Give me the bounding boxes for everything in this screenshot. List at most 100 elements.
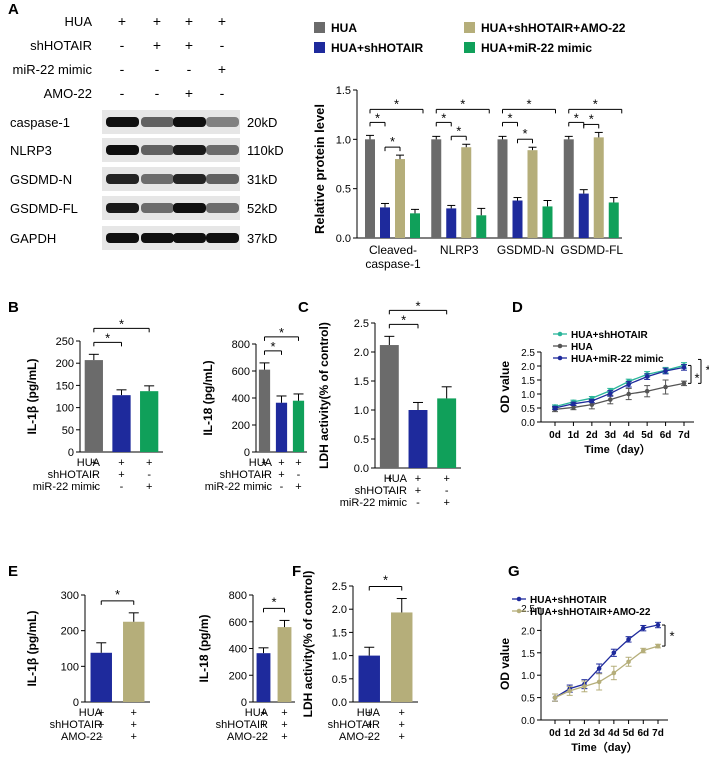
chart-A-bar xyxy=(431,139,442,238)
chart-B1-bar xyxy=(140,391,159,452)
blot-sign: - xyxy=(155,61,160,77)
chart-E1-condition-sign: + xyxy=(131,719,137,731)
chart-G-xtick-label: 4d xyxy=(608,728,620,739)
chart-G-xtick-label: 6d xyxy=(637,728,649,739)
chart-A-sig-star: * xyxy=(375,110,380,125)
chart-F: 0.0 0.5 1.0 1.5 2.0 2.5 LDH activity(% of cont… xyxy=(301,571,418,743)
chart-B2-condition-sign: + xyxy=(295,481,301,493)
chart-F-condition-sign: + xyxy=(399,731,405,743)
chart-G-ytick-label: 0.5 xyxy=(521,694,535,705)
chart-G-ytick-label: 1.0 xyxy=(521,671,535,682)
chart-B2-condition-sign: + xyxy=(295,457,301,469)
chart-C-condition-sign: - xyxy=(445,485,449,497)
chart-D-point xyxy=(644,374,650,379)
chart-D-sig-star: * xyxy=(705,362,709,377)
chart-E2-bar xyxy=(277,627,292,702)
blot-band xyxy=(206,233,239,243)
chart-G-ytick-label: 0.0 xyxy=(521,716,535,727)
chart-E2-condition-label: shHOTAIR xyxy=(216,719,268,731)
chart-A-sig-star: * xyxy=(390,134,395,149)
chart-B2-condition-sign: - xyxy=(297,469,301,481)
chart-E1-ytick-label: 300 xyxy=(61,590,79,602)
chart-F-ytick-label: 0.0 xyxy=(332,697,347,709)
chart-D-point xyxy=(607,391,613,396)
blot-sign: + xyxy=(218,13,226,29)
chart-C-bar xyxy=(437,398,457,468)
chart-B1-bar xyxy=(112,395,131,452)
blot-band xyxy=(206,174,239,184)
chart-G-legend-marker xyxy=(516,608,522,614)
chart-A-bar xyxy=(563,139,574,238)
chart-A-legend-swatch xyxy=(314,22,325,33)
blot-sign: - xyxy=(155,85,160,101)
blot-band-label: GSDMD-FL xyxy=(10,201,78,216)
chart-D-point xyxy=(571,405,576,410)
chart-D-legend-marker xyxy=(557,343,563,349)
chart-B1-ytick-label: 250 xyxy=(56,336,74,348)
blot-sign: + xyxy=(185,13,193,29)
chart-C-bar xyxy=(408,410,428,468)
blot-row-label: HUA xyxy=(65,14,93,29)
chart-D-legend-label: HUA+miR-22 mimic xyxy=(571,354,664,365)
panel-letter-C: C xyxy=(298,299,309,316)
blot-band xyxy=(106,233,139,243)
chart-D-legend-marker xyxy=(557,355,563,361)
chart-A-legend-label: HUA+shHOTAIR xyxy=(331,41,423,55)
chart-G-xtick-label: 7d xyxy=(652,728,664,739)
chart-B2-condition-label: miR-22 mimic xyxy=(205,481,273,493)
blot-band-label: GSDMD-N xyxy=(10,172,72,187)
chart-C-sig-star: * xyxy=(415,298,420,313)
blot-kd-label: 110kD xyxy=(247,143,284,158)
chart-F-bar xyxy=(358,655,380,702)
chart-G-series-line xyxy=(554,624,659,699)
chart-A-legend-label: HUA xyxy=(331,21,357,35)
chart-E1-ylabel: IL-1β (pg/mL) xyxy=(25,611,39,687)
chart-G-point xyxy=(611,650,617,656)
blot-kd-label: 37kD xyxy=(247,231,277,246)
chart-C-ytick-label: 2.0 xyxy=(354,347,369,359)
blot-band xyxy=(106,203,139,213)
chart-A: HUA HUA+shHOTAIR HUA+shHOTAIR+AMO-22 HUA+mi… xyxy=(312,21,626,271)
chart-A-ylabel: Relative protein level xyxy=(312,104,327,234)
chart-F-condition-label: HUA xyxy=(357,707,381,719)
chart-B2-ylabel: IL-18 (pg/mL) xyxy=(201,360,215,435)
blot-band xyxy=(141,233,174,243)
chart-B2-condition-sign: - xyxy=(280,481,284,493)
blot-band-label: caspase-1 xyxy=(10,115,70,130)
chart-G-point xyxy=(567,688,573,694)
chart-F-condition-sign: + xyxy=(366,707,372,719)
chart-A-category-label: NLRP3 xyxy=(440,243,479,257)
chart-C-bar xyxy=(379,345,399,468)
chart-B1-condition-sign: + xyxy=(146,457,152,469)
chart-A-category-label: GSDMD-FL xyxy=(560,243,623,257)
chart-E1-bar xyxy=(123,621,145,702)
chart-A-category-label: Cleaved- xyxy=(369,243,417,257)
chart-C-ytick-label: 1.0 xyxy=(354,405,369,417)
chart-D-point xyxy=(626,381,632,387)
chart-B2-condition-sign: + xyxy=(278,469,284,481)
chart-A-legend-label: HUA+shHOTAIR+AMO-22 xyxy=(481,21,626,35)
chart-D: 0.0 0.5 1.0 1.5 2.0 2.5 0d 1d 2d 3d 4d 5d 6d 7d Time（d… xyxy=(498,330,709,456)
chart-B1-condition-sign: + xyxy=(146,481,152,493)
chart-G-legend-label: HUA+shHOTAIR+AMO-22 xyxy=(530,607,651,618)
chart-B2-bar xyxy=(275,402,288,452)
chart-D-xtick-label: 4d xyxy=(623,430,635,441)
chart-B2-sig-star: * xyxy=(270,339,275,354)
chart-B1-condition-sign: + xyxy=(118,469,124,481)
chart-B2-condition-sign: + xyxy=(278,457,284,469)
chart-C-sig-star: * xyxy=(401,312,406,327)
chart-A-bar xyxy=(608,202,619,238)
chart-D-ylabel: OD value xyxy=(498,361,512,413)
blot-sign: - xyxy=(120,85,125,101)
chart-C-condition-sign: + xyxy=(386,473,392,485)
chart-F-condition-sign: + xyxy=(366,719,372,731)
chart-F-ytick-label: 0.5 xyxy=(332,674,347,686)
chart-A-bar xyxy=(410,213,420,238)
chart-G-sig-star: * xyxy=(669,629,674,644)
chart-A-sig-star: * xyxy=(507,110,512,125)
chart-B2-ytick-label: 200 xyxy=(232,420,250,432)
chart-A-legend-swatch xyxy=(464,42,475,53)
chart-B1-ytick-label: 0 xyxy=(68,447,74,459)
chart-G-ytick-label: 1.5 xyxy=(521,649,535,660)
